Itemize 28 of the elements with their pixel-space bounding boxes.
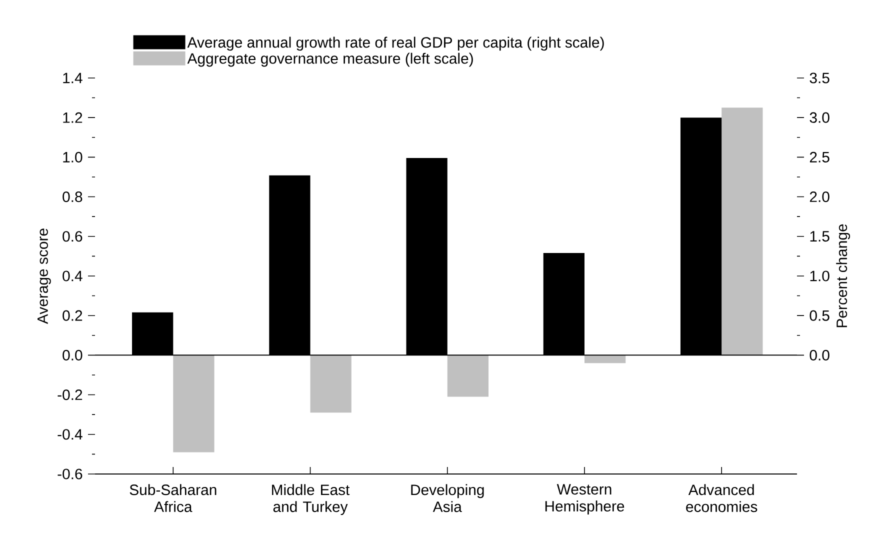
y-tick-label: 1.0 [63, 152, 82, 162]
y2-tick-label: 2.5 [810, 152, 830, 162]
y-tick-label: 0.4 [62, 270, 82, 282]
x-tick-label: Sub-Saharan Africa [130, 484, 216, 512]
y-tick-label: -0.6 [58, 468, 82, 480]
y2-tick-label: 2.0 [810, 191, 830, 202]
x-tick-label: Developing Asia [411, 484, 484, 512]
y-tick-label: -0.2 [58, 389, 82, 400]
y-tick-label: 1.2 [63, 112, 82, 123]
y2-tick-label: 3.5 [810, 72, 830, 84]
y2-tick-label: 1.5 [810, 231, 830, 242]
legend-label: Average annual growth rate of real GDP per capita (right scale) [187, 36, 604, 51]
y2-tick-label: 0.0 [810, 350, 830, 360]
y2-tick-label: 3.0 [810, 112, 830, 123]
x-tick-label: Middle East and Turkey [272, 484, 350, 516]
x-tick-label: Advanced economies [686, 484, 758, 512]
y-tick-label: -0.4 [58, 429, 82, 440]
x-tick-label: Western Hemisphere [545, 484, 624, 514]
y-tick-label: 0.6 [62, 231, 82, 242]
y-tick-label: 0.8 [62, 191, 82, 202]
y-axis-title: Average score [38, 228, 51, 324]
y2-tick-label: 0.5 [810, 310, 830, 321]
legend-label: Aggregate governance measure (left scale) [187, 52, 473, 67]
y2-tick-label: 1.0 [810, 270, 830, 282]
y-tick-label: 0.0 [62, 350, 82, 360]
y-tick-label: 1.4 [63, 72, 82, 84]
y2-axis-title: Percent change [836, 224, 850, 328]
y-tick-label: 0.2 [62, 310, 82, 321]
